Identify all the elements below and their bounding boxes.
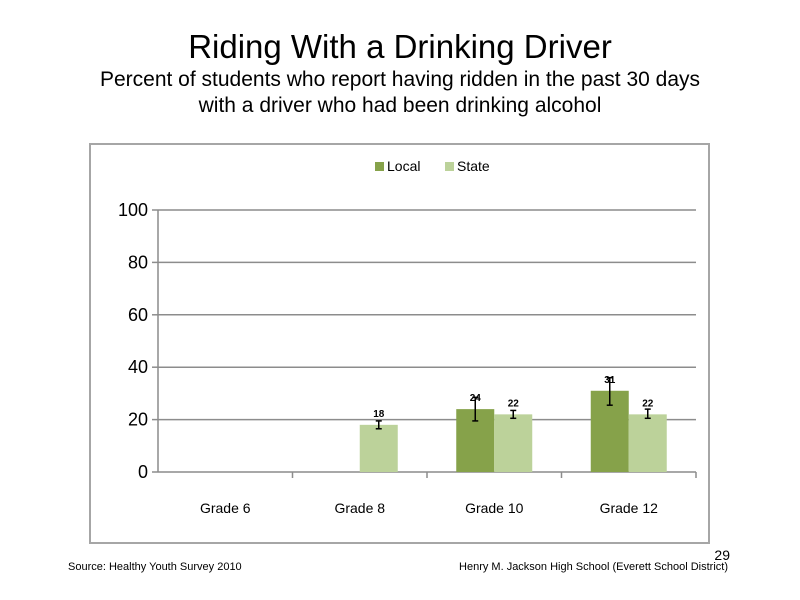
slide-subtitle: Percent of students who report having ri… [60, 67, 740, 119]
y-tick-label: 100 [118, 200, 148, 220]
x-tick-label: Grade 8 [334, 500, 385, 516]
slide-title: Riding With a Drinking Driver [188, 28, 612, 65]
legend-swatch-local [375, 162, 384, 171]
y-tick-label: 20 [128, 410, 148, 430]
page-number: 29 [714, 547, 730, 563]
legend-label-state: State [457, 158, 490, 174]
bar-state [359, 424, 398, 472]
bar-state [628, 414, 667, 472]
subtitle-line-1: Percent of students who report having ri… [99, 68, 701, 91]
legend-label-local: Local [387, 158, 420, 174]
x-tick-label: Grade 12 [600, 500, 659, 516]
bar-state [494, 414, 533, 472]
y-tick-label: 0 [138, 462, 148, 482]
school-note: Henry M. Jackson High School (Everett Sc… [459, 561, 728, 573]
x-tick-label: Grade 6 [200, 500, 251, 516]
data-label: 22 [642, 398, 654, 409]
source-note: Source: Healthy Youth Survey 2010 [68, 561, 242, 573]
x-tick-label: Grade 10 [465, 500, 524, 516]
data-label: 18 [373, 409, 385, 420]
subtitle-line-2: with a driver who had been drinking alco… [198, 94, 602, 117]
data-label: 22 [508, 398, 520, 409]
y-tick-label: 40 [128, 357, 148, 377]
data-label: 24 [470, 393, 482, 404]
y-tick-label: 60 [128, 305, 148, 325]
data-label: 31 [604, 375, 616, 386]
legend-swatch-state [445, 162, 454, 171]
y-tick-label: 80 [128, 252, 148, 272]
